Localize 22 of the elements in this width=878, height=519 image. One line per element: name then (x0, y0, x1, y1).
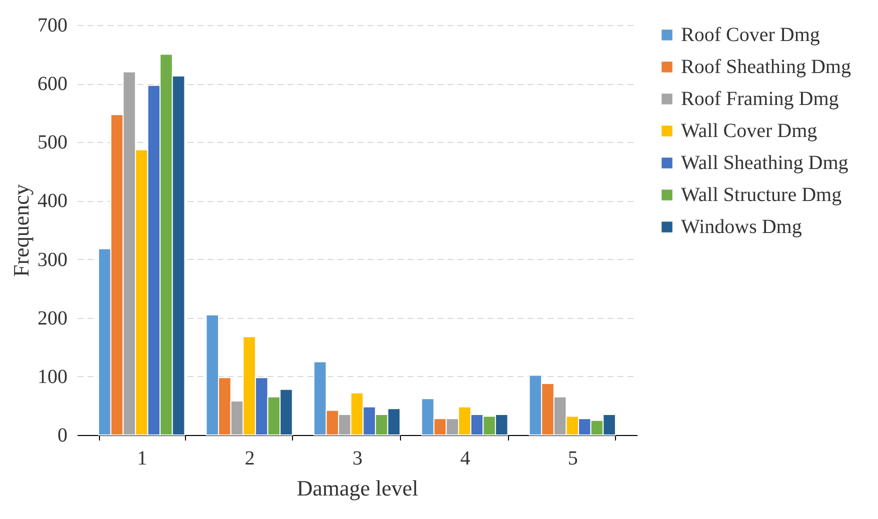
y-tick-label: 200 (38, 307, 68, 330)
legend-label: Wall Cover Dmg (681, 120, 818, 142)
legend-label: Roof Cover Dmg (681, 24, 820, 46)
x-tick-label: 2 (244, 448, 255, 470)
x-axis-title: Damage level (296, 476, 418, 500)
legend-label: Roof Framing Dmg (681, 88, 839, 110)
y-tick-label: 100 (38, 366, 68, 388)
x-tick-label: 3 (352, 448, 362, 470)
y-tick-label: 400 (38, 190, 68, 212)
y-tick-label: 0 (58, 424, 68, 446)
x-tick-label: 1 (137, 448, 148, 470)
x-tick-label: 5 (568, 448, 578, 470)
legend-label: Wall Sheathing Dmg (681, 152, 848, 174)
legend-label: Wall Structure Dmg (681, 184, 842, 206)
y-axis-title: Frequency (8, 184, 34, 277)
y-tick-label: 300 (38, 248, 68, 271)
y-tick-label: 700 (38, 14, 68, 36)
x-tick-label: 4 (460, 448, 470, 470)
y-tick-label: 600 (38, 73, 68, 96)
legend-label: Windows Dmg (681, 216, 802, 238)
legend-label: Roof Sheathing Dmg (681, 56, 851, 78)
y-tick-label: 500 (38, 132, 68, 154)
